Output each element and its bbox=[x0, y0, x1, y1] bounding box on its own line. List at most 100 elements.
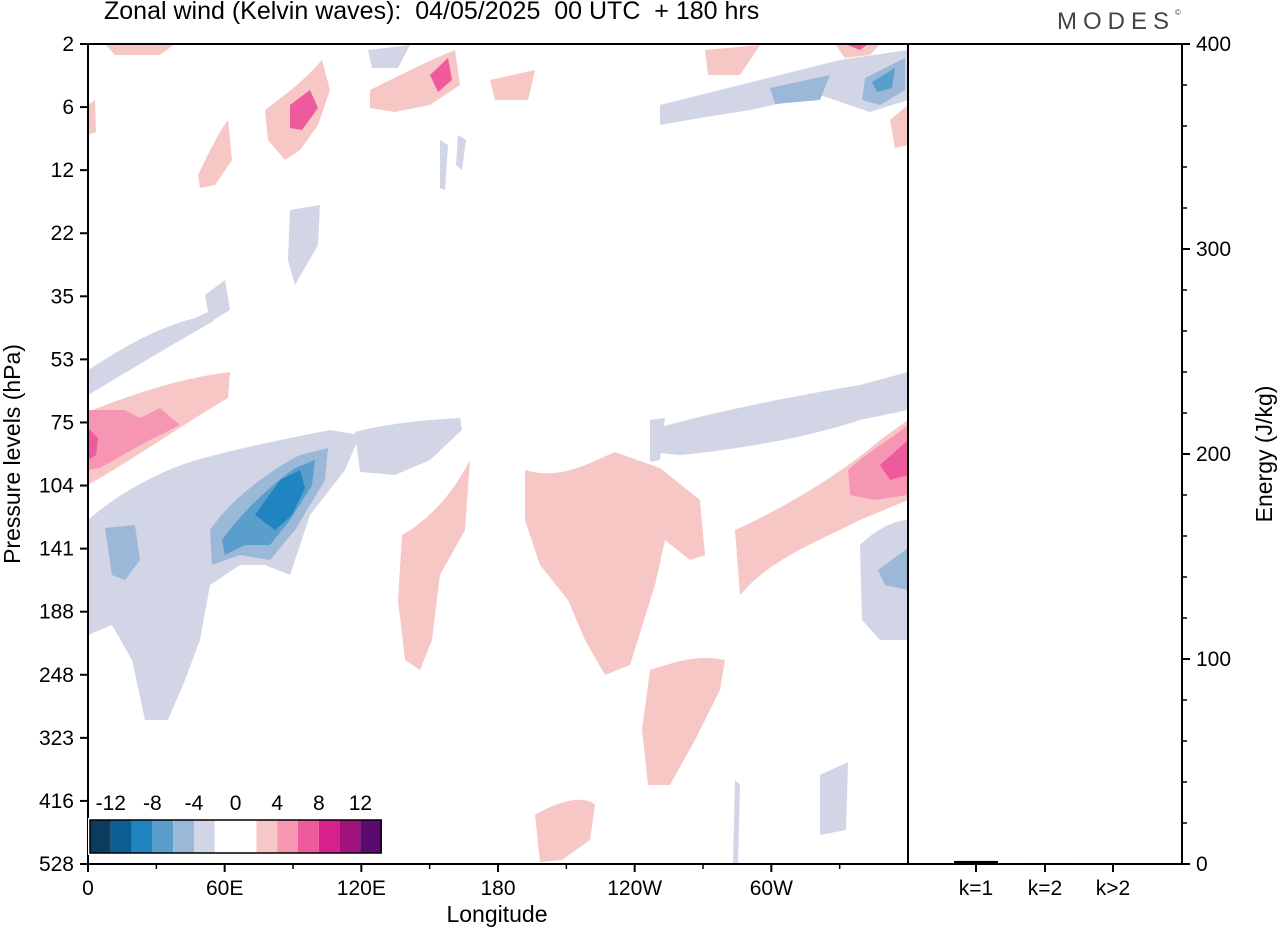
contour-pos-center-a bbox=[398, 460, 470, 670]
y-tick-label: 53 bbox=[51, 348, 74, 371]
contour-pos-lower-east-peak bbox=[880, 440, 908, 480]
x-tick-label: 180 bbox=[480, 877, 515, 900]
y-tick-label: 528 bbox=[39, 853, 74, 876]
contour-neg-upper-band bbox=[88, 302, 230, 395]
colorbar-swatch bbox=[214, 820, 236, 853]
contour-neg-bottom-mid bbox=[733, 780, 740, 864]
contour-neg-mid-east bbox=[650, 372, 908, 455]
x-tick-label: 120E bbox=[337, 877, 386, 900]
contour-neg-upper-mid3 bbox=[368, 45, 410, 68]
y-tick-label: 2 bbox=[62, 33, 74, 56]
contour-pos-upper-d bbox=[490, 70, 535, 100]
colorbar-label: -12 bbox=[96, 792, 126, 815]
brand-text: MODES bbox=[1057, 8, 1176, 35]
colorbar-swatch bbox=[277, 820, 298, 853]
contour-pos-upper-e bbox=[705, 45, 760, 75]
contour-pos-upper-h bbox=[88, 100, 96, 135]
colorbar-swatch bbox=[173, 820, 194, 853]
y-tick-label: 104 bbox=[39, 475, 74, 498]
y-tick-label: 141 bbox=[39, 538, 74, 561]
energy-cat-label: k=2 bbox=[1028, 877, 1062, 900]
contour-pos-upper-g bbox=[105, 44, 175, 55]
colorbar-swatch bbox=[90, 820, 111, 853]
contour-pos-upper-b-core bbox=[430, 58, 452, 92]
energy-tick-label: 200 bbox=[1196, 443, 1231, 466]
colorbar: -12 -8 -4 0 4 8 12 bbox=[88, 792, 384, 855]
y-tick-label: 12 bbox=[51, 159, 74, 182]
energy-tick-label: 300 bbox=[1196, 238, 1231, 261]
contour-neg-bottom-east bbox=[820, 762, 848, 835]
chart-title: Zonal wind (Kelvin waves): 04/05/2025 00… bbox=[104, 0, 760, 25]
energy-tick-label: 100 bbox=[1196, 648, 1231, 671]
contour-pos-center-b bbox=[525, 452, 705, 675]
colorbar-frame bbox=[89, 819, 382, 854]
contour-pos-upper-b bbox=[370, 50, 460, 112]
colorbar-swatch bbox=[131, 820, 153, 853]
y-tick-label: 188 bbox=[39, 601, 74, 624]
colorbar-swatch bbox=[256, 820, 278, 853]
contour-pos-center-c bbox=[642, 658, 725, 785]
contour-pos-upper-f bbox=[835, 44, 880, 58]
colorbar-swatch bbox=[298, 820, 319, 853]
contour-neg-upper-mid bbox=[288, 205, 320, 285]
y-tick-label: 22 bbox=[51, 222, 74, 245]
longitude-axis-ticks: 0 60E 120E 180 120W 60W bbox=[82, 864, 841, 900]
modes-logo: MODES© bbox=[1057, 8, 1181, 36]
contour-pos-core-75 bbox=[88, 408, 180, 470]
colorbar-label: 4 bbox=[271, 792, 283, 815]
x-tick-label: 60W bbox=[750, 877, 793, 900]
contour-pos-bottom bbox=[535, 799, 595, 862]
y-tick-label: 6 bbox=[62, 96, 74, 119]
colorbar-label: 0 bbox=[230, 792, 242, 815]
colorbar-swatch bbox=[110, 820, 132, 853]
y-tick-label: 35 bbox=[51, 285, 74, 308]
colorbar-label: 8 bbox=[313, 792, 325, 815]
wind-contour-field bbox=[88, 44, 908, 864]
colorbar-swatch bbox=[152, 820, 174, 853]
contour-neg-mid-center bbox=[355, 418, 462, 475]
x-tick-label: 120W bbox=[607, 877, 662, 900]
energy-bars: k=1 k=2 k>2 bbox=[954, 860, 1135, 900]
energy-cat-label: k=1 bbox=[959, 877, 993, 900]
energy-bar bbox=[1023, 862, 1067, 864]
energy-axis-ticks: 0 100 200 300 400 bbox=[1182, 33, 1231, 876]
energy-axis-title: Energy (J/kg) bbox=[1251, 386, 1277, 523]
contour-pos-upper-f-core bbox=[845, 44, 868, 50]
contour-neg-mid-small bbox=[650, 418, 665, 462]
contour-neg-upper-mid2 bbox=[205, 280, 230, 322]
contour-pos-lower-east-core bbox=[848, 425, 908, 500]
contour-pos-upper-c bbox=[198, 120, 232, 188]
energy-bar bbox=[954, 860, 998, 864]
contour-neg-upper-east-core bbox=[770, 75, 830, 104]
contour-neg-upper-mid4 bbox=[440, 140, 448, 190]
contour-neg-far-east-core bbox=[878, 548, 908, 590]
contour-neg-upper-east-peak bbox=[872, 68, 895, 92]
pressure-axis-ticks: 2 6 12 22 35 53 75 104 141 188 248 323 416 528 bbox=[39, 33, 88, 876]
x-tick-label: 60E bbox=[206, 877, 243, 900]
y-tick-label: 323 bbox=[39, 727, 74, 750]
y-tick-label: 248 bbox=[39, 664, 74, 687]
energy-cat-label: k>2 bbox=[1096, 877, 1130, 900]
energy-plot-frame bbox=[908, 43, 1183, 865]
energy-tick-label: 400 bbox=[1196, 33, 1231, 56]
contour-neg-upper-mid5 bbox=[456, 135, 466, 170]
colorbar-label: 12 bbox=[349, 792, 372, 815]
colorbar-label: -4 bbox=[185, 792, 204, 815]
contour-pos-peak-75 bbox=[88, 428, 98, 460]
contour-neg-lower-core bbox=[255, 470, 305, 530]
y-axis-title: Pressure levels (hPa) bbox=[0, 344, 25, 564]
y-tick-label: 416 bbox=[39, 790, 74, 813]
colorbar-swatch bbox=[194, 820, 215, 853]
brand-mark: © bbox=[1175, 8, 1181, 17]
colorbar-swatch bbox=[339, 820, 361, 853]
x-tick-label: 0 bbox=[82, 877, 94, 900]
energy-bar bbox=[1091, 863, 1135, 864]
y-tick-label: 75 bbox=[51, 411, 74, 434]
contour-pos-upper-a-core bbox=[290, 90, 318, 130]
energy-tick-label: 0 bbox=[1196, 853, 1208, 876]
contour-neg-lower-mid bbox=[105, 525, 140, 580]
contour-pos-upper-i bbox=[890, 105, 908, 148]
colorbar-swatch bbox=[235, 820, 257, 853]
x-axis-title: Longitude bbox=[446, 901, 547, 927]
